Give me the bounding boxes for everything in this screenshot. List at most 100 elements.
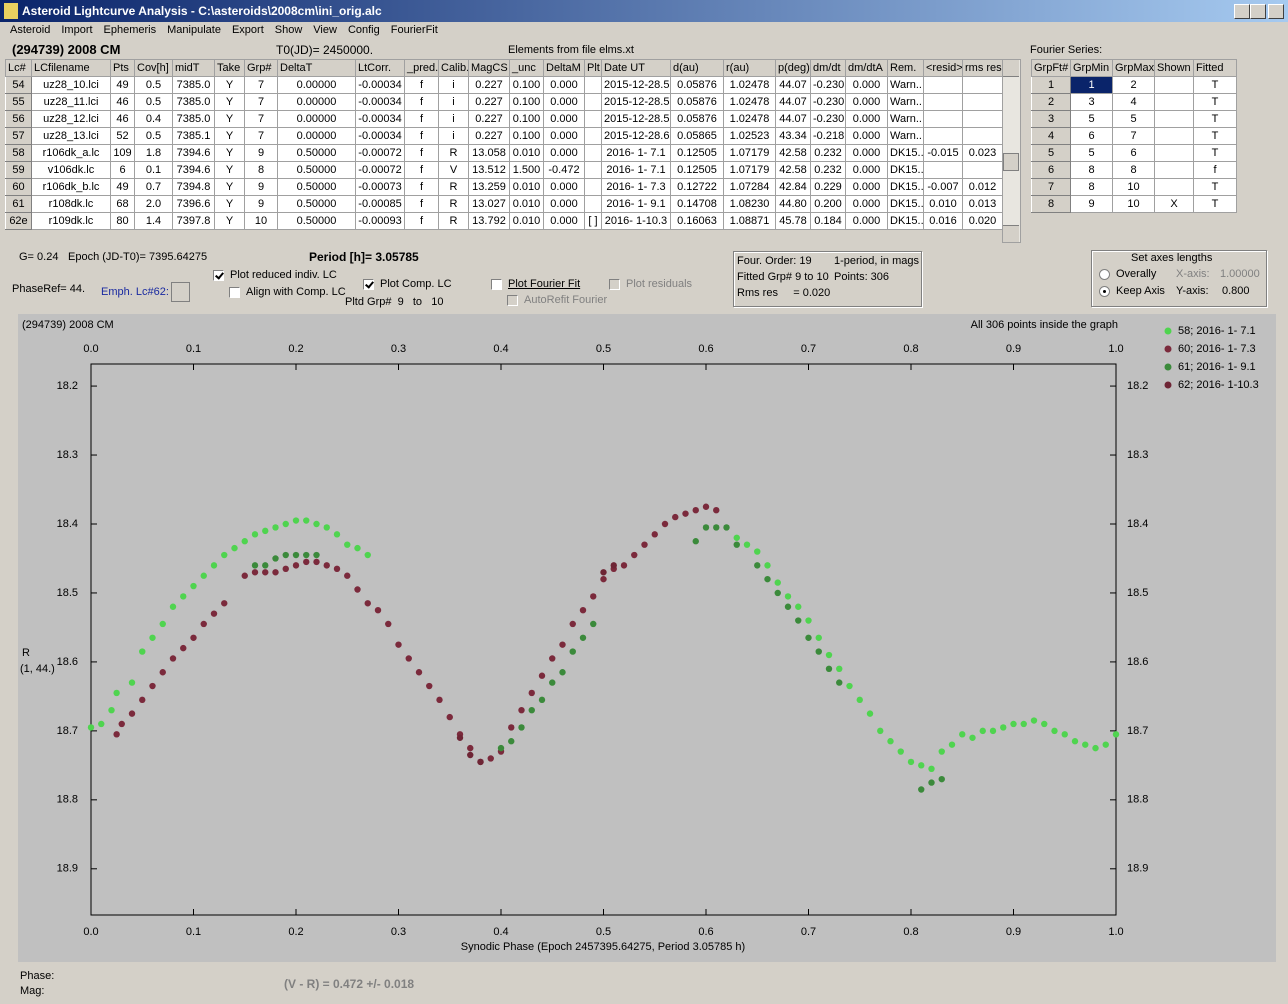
table-cell[interactable]: -0.472	[543, 161, 585, 179]
table-cell[interactable]: 0.010	[509, 144, 544, 162]
row-header[interactable]: 58	[5, 144, 32, 162]
column-header[interactable]: <resid>	[923, 59, 963, 77]
column-header[interactable]: Plt	[584, 59, 602, 77]
table-cell[interactable]: -0.230	[810, 76, 846, 94]
table-cell[interactable]: f	[404, 76, 439, 94]
table-cell[interactable]: Y	[214, 76, 245, 94]
table-cell[interactable]: 0.50000	[277, 212, 356, 230]
table-cell[interactable]	[584, 161, 602, 179]
table-cell[interactable]: 0.016	[923, 212, 963, 230]
table-row[interactable]: 7 8 10 T	[1031, 178, 1237, 196]
table-cell[interactable]: 8	[1112, 161, 1155, 179]
table-cell[interactable]	[584, 76, 602, 94]
table-cell[interactable]: R	[438, 212, 469, 230]
table-cell[interactable]: 42.58	[775, 161, 811, 179]
table-cell[interactable]	[1154, 110, 1194, 128]
table-cell[interactable]: 0.000	[543, 76, 585, 94]
table-cell[interactable]	[1154, 76, 1194, 94]
table-cell[interactable]	[584, 127, 602, 145]
table-cell[interactable]: 7394.6	[172, 144, 215, 162]
table-cell[interactable]: 44.80	[775, 195, 811, 213]
table-cell[interactable]: T	[1193, 144, 1237, 162]
table-cell[interactable]: 2015-12-28.6	[601, 127, 671, 145]
scroll-up[interactable]	[1003, 60, 1019, 77]
table-cell[interactable]: DK15..	[887, 212, 924, 230]
table-cell[interactable]: 5	[1070, 144, 1113, 162]
table-row[interactable]: 8 9 10 X T	[1031, 195, 1237, 213]
table-cell[interactable]: 0.50000	[277, 195, 356, 213]
table-cell[interactable]: 2	[1112, 76, 1155, 94]
checkbox[interactable]	[491, 279, 502, 290]
table-cell[interactable]: -0.230	[810, 93, 846, 111]
row-header[interactable]: 8	[1031, 195, 1071, 213]
row-header[interactable]: 5	[1031, 144, 1071, 162]
table-cell[interactable]: 2.0	[134, 195, 173, 213]
table-cell[interactable]: 0.12722	[670, 178, 724, 196]
table-cell[interactable]: 7396.6	[172, 195, 215, 213]
table-cell[interactable]: -0.015	[923, 144, 963, 162]
table-cell[interactable]: 0.010	[509, 178, 544, 196]
column-header[interactable]: r(au)	[723, 59, 776, 77]
menu-item[interactable]: Ephemeris	[103, 24, 157, 36]
table-cell[interactable]: Y	[214, 195, 245, 213]
table-cell[interactable]: Y	[214, 212, 245, 230]
column-header[interactable]: MagCS	[468, 59, 510, 77]
table-cell[interactable]: 0.12505	[670, 144, 724, 162]
table-cell[interactable]: Y	[214, 93, 245, 111]
table-cell[interactable]: i	[438, 76, 469, 94]
table-cell[interactable]: 0.000	[543, 178, 585, 196]
table-cell[interactable]: 2016- 1- 9.1	[601, 195, 671, 213]
table-cell[interactable]: 0.000	[543, 127, 585, 145]
table-cell[interactable]: 43.34	[775, 127, 811, 145]
menu-item[interactable]: Config	[347, 24, 380, 36]
table-cell[interactable]: -0.00085	[355, 195, 405, 213]
table-cell[interactable]: 7	[244, 127, 278, 145]
table-cell[interactable]: uz28_10.lci	[31, 76, 111, 94]
table-cell[interactable]: 0.012	[962, 178, 1003, 196]
table-cell[interactable]: Y	[214, 144, 245, 162]
table-cell[interactable]: 0.05865	[670, 127, 724, 145]
table-cell[interactable]: 5	[1112, 110, 1155, 128]
table-cell[interactable]: 13.027	[468, 195, 510, 213]
scroll-down[interactable]	[1003, 225, 1019, 242]
row-header[interactable]: 62e	[5, 212, 32, 230]
table-cell[interactable]: 0.5	[134, 127, 173, 145]
checkbox-label[interactable]: Align with Comp. LC	[246, 286, 346, 298]
table-cell[interactable]: T	[1193, 110, 1237, 128]
table-cell[interactable]: 2015-12-28.5	[601, 110, 671, 128]
table-cell[interactable]: 10	[244, 212, 278, 230]
table-cell[interactable]: 0.010	[509, 212, 544, 230]
table-cell[interactable]: f	[404, 161, 439, 179]
table-cell[interactable]: 49	[110, 76, 135, 94]
table-cell[interactable]: 0.000	[845, 76, 888, 94]
table-cell[interactable]	[1154, 178, 1194, 196]
column-header[interactable]: GrpMax	[1112, 59, 1155, 77]
table-cell[interactable]: 5	[1070, 110, 1113, 128]
x-axis-value[interactable]: 1.00000	[1220, 268, 1260, 280]
table-cell[interactable]: uz28_11.lci	[31, 93, 111, 111]
table-cell[interactable]: 0.232	[810, 144, 846, 162]
table-cell[interactable]: 1.07284	[723, 178, 776, 196]
column-header[interactable]: dm/dt	[810, 59, 846, 77]
table-cell[interactable]: 1.02478	[723, 76, 776, 94]
table-cell[interactable]	[962, 161, 1003, 179]
table-cell[interactable]: 1.07179	[723, 161, 776, 179]
row-header[interactable]: 4	[1031, 127, 1071, 145]
table-cell[interactable]: 0.1	[134, 161, 173, 179]
table-cell[interactable]: 0.227	[468, 76, 510, 94]
table-cell[interactable]: 0.4	[134, 110, 173, 128]
table-cell[interactable]: 0.000	[845, 212, 888, 230]
table-cell[interactable]: Warn..	[887, 110, 924, 128]
row-header[interactable]: 2	[1031, 93, 1071, 111]
table-cell[interactable]: X	[1154, 195, 1194, 213]
table-cell[interactable]: 9	[244, 195, 278, 213]
table-cell[interactable]	[584, 144, 602, 162]
table-cell[interactable]: 7	[1112, 127, 1155, 145]
table-cell[interactable]: 7385.1	[172, 127, 215, 145]
table-cell[interactable]: 0.100	[509, 93, 544, 111]
table-cell[interactable]: 109	[110, 144, 135, 162]
checkbox-label[interactable]: Plot Comp. LC	[380, 278, 452, 290]
table-row[interactable]: 61 r108dk.lc 68 2.0 7396.6 Y 9 0.50000 -0.00085 f…	[5, 195, 1003, 213]
table-cell[interactable]: 68	[110, 195, 135, 213]
